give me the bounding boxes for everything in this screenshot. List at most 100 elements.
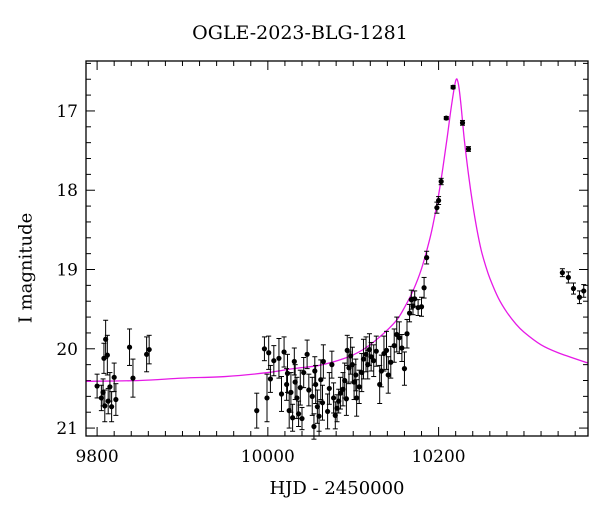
data-point bbox=[438, 177, 444, 186]
data-marker bbox=[102, 403, 108, 409]
data-marker bbox=[111, 374, 117, 380]
data-marker bbox=[107, 384, 113, 390]
data-point bbox=[94, 373, 100, 399]
data-marker bbox=[576, 294, 583, 300]
data-marker bbox=[290, 415, 296, 421]
data-marker bbox=[424, 255, 430, 261]
data-marker bbox=[326, 385, 332, 392]
data-marker bbox=[295, 411, 302, 417]
data-point bbox=[271, 345, 277, 377]
data-point bbox=[434, 201, 440, 214]
data-marker bbox=[291, 358, 297, 365]
data-point bbox=[288, 372, 294, 413]
data-point bbox=[316, 400, 322, 432]
y-tick-label: 18 bbox=[56, 181, 78, 201]
data-marker bbox=[378, 368, 384, 374]
data-point bbox=[311, 413, 317, 440]
data-marker bbox=[459, 120, 466, 126]
data-marker bbox=[373, 348, 379, 354]
data-point bbox=[113, 383, 119, 416]
data-point bbox=[276, 337, 282, 379]
data-marker bbox=[353, 372, 359, 378]
data-point bbox=[144, 336, 150, 373]
data-point bbox=[284, 353, 291, 393]
data-point bbox=[421, 276, 427, 299]
data-marker bbox=[581, 288, 587, 294]
y-tick-label: 20 bbox=[56, 340, 78, 360]
x-axis-label: HJD - 2450000 bbox=[269, 478, 405, 499]
data-point bbox=[565, 271, 571, 284]
data-marker bbox=[434, 205, 440, 211]
data-marker bbox=[104, 352, 110, 358]
data-point bbox=[313, 364, 319, 404]
data-point bbox=[306, 373, 312, 407]
data-marker bbox=[266, 350, 272, 356]
data-marker bbox=[396, 335, 402, 341]
data-point bbox=[261, 336, 268, 362]
data-point bbox=[326, 372, 332, 405]
data-point bbox=[146, 334, 152, 365]
y-tick-label: 19 bbox=[56, 261, 78, 281]
data-point bbox=[278, 376, 285, 412]
chart-title: OGLE-2023-BLG-1281 bbox=[192, 22, 408, 44]
data-point bbox=[412, 290, 418, 308]
data-marker bbox=[299, 415, 305, 422]
data-marker bbox=[354, 395, 360, 401]
data-marker bbox=[254, 408, 260, 414]
data-marker bbox=[330, 395, 337, 401]
data-marker bbox=[450, 84, 456, 90]
data-points-layer bbox=[94, 84, 587, 440]
data-marker bbox=[337, 390, 344, 396]
data-marker bbox=[113, 396, 119, 403]
data-point bbox=[360, 338, 367, 380]
data-marker bbox=[311, 423, 317, 430]
data-point bbox=[301, 357, 307, 389]
data-marker bbox=[368, 354, 374, 360]
data-point bbox=[435, 196, 442, 205]
data-point bbox=[267, 364, 274, 393]
data-marker bbox=[383, 347, 390, 353]
data-marker bbox=[371, 358, 377, 364]
data-marker bbox=[401, 366, 408, 372]
data-marker bbox=[388, 359, 394, 365]
data-point bbox=[104, 334, 110, 376]
data-marker bbox=[261, 346, 268, 352]
plot-frame bbox=[85, 60, 589, 437]
data-marker bbox=[144, 351, 150, 357]
data-marker bbox=[309, 393, 315, 399]
data-point bbox=[130, 358, 136, 398]
data-marker bbox=[399, 345, 405, 351]
data-point bbox=[281, 336, 287, 368]
data-marker bbox=[146, 346, 152, 353]
data-marker bbox=[284, 370, 291, 376]
data-marker bbox=[438, 178, 444, 185]
data-marker bbox=[312, 368, 318, 374]
data-point bbox=[304, 339, 310, 370]
data-marker bbox=[565, 274, 571, 281]
data-point bbox=[102, 389, 108, 423]
data-marker bbox=[356, 384, 362, 390]
data-marker bbox=[385, 372, 391, 378]
data-point bbox=[385, 356, 391, 394]
data-marker bbox=[404, 331, 410, 337]
data-marker bbox=[559, 270, 565, 276]
data-point bbox=[291, 347, 297, 376]
data-marker bbox=[288, 389, 294, 395]
data-point bbox=[581, 284, 587, 298]
data-marker bbox=[443, 115, 449, 121]
data-point bbox=[368, 341, 374, 372]
data-point bbox=[373, 335, 379, 367]
data-marker bbox=[94, 383, 100, 389]
data-marker bbox=[421, 285, 427, 291]
data-marker bbox=[276, 355, 282, 361]
data-point bbox=[264, 373, 270, 423]
data-marker bbox=[271, 358, 277, 364]
data-point bbox=[319, 384, 326, 421]
data-point bbox=[297, 369, 303, 406]
y-axis-label: I magnitude bbox=[15, 212, 37, 324]
data-point bbox=[443, 115, 449, 121]
data-point bbox=[254, 392, 260, 429]
data-marker bbox=[264, 395, 270, 401]
data-point bbox=[356, 369, 362, 404]
